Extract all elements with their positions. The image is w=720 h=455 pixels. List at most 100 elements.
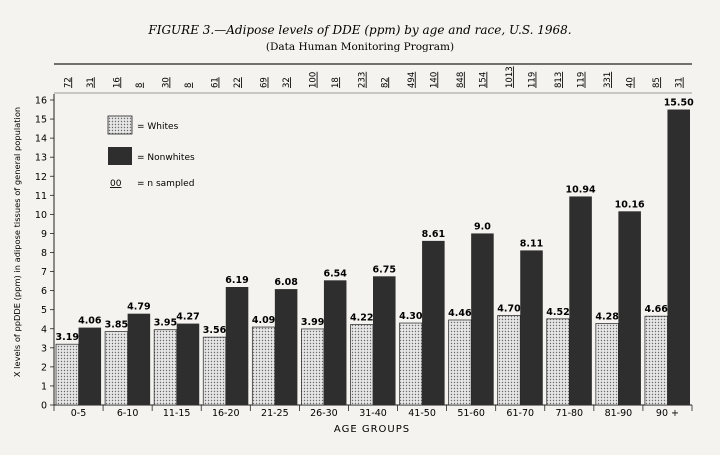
y-tick-label: 12 (35, 172, 47, 183)
data-label-whites: 3.19 (56, 332, 79, 343)
y-tick-label: 0 (41, 401, 47, 412)
y-tick-label: 6 (41, 286, 47, 297)
y-tick-label: 5 (41, 305, 47, 316)
bar-whites (251, 326, 276, 406)
y-tick-label: 11 (35, 191, 47, 202)
x-tick-label: 71-80 (556, 408, 584, 419)
bar-whites (350, 324, 374, 406)
y-tick-label: 8 (41, 248, 47, 259)
bar-nonwhites (471, 233, 494, 405)
legend-label-whites: = Whites (137, 122, 179, 132)
y-tick-label: 1 (41, 381, 47, 392)
data-label-nonwhites: 6.19 (225, 275, 248, 286)
bar-whites (497, 315, 521, 406)
data-label-nonwhites: 6.54 (323, 268, 347, 279)
n-sampled-whites: 331 (603, 72, 613, 88)
n-sampled-whites: 72 (63, 77, 73, 88)
x-tick-label: 81-90 (605, 408, 633, 419)
y-tick-label: 4 (41, 324, 47, 335)
x-tick-label: 11-15 (163, 408, 191, 419)
data-label-nonwhites: 15.50 (664, 98, 694, 109)
y-tick-label: 14 (35, 134, 47, 145)
chart-title: FIGURE 3.—Adipose levels of DDE (ppm) by… (147, 23, 571, 37)
legend-label-nonwhites: = Nonwhites (137, 153, 195, 163)
y-tick-label: 10 (35, 210, 47, 221)
bar-nonwhites (520, 250, 543, 405)
data-label-nonwhites: 4.06 (78, 316, 102, 327)
data-label-nonwhites: 4.79 (127, 302, 150, 313)
bar-whites (104, 331, 128, 406)
bar-nonwhites (274, 289, 298, 405)
data-label-nonwhites: 6.08 (274, 277, 298, 288)
y-tick-label: 16 (35, 96, 47, 107)
bar-whites (546, 318, 570, 406)
data-label-nonwhites: 4.27 (176, 312, 199, 323)
data-label-whites: 4.22 (350, 313, 373, 324)
n-sampled-whites: 16 (112, 77, 122, 88)
y-axis-title: X levels of ppDDE (ppm) in adipose tissu… (12, 107, 22, 377)
x-tick-label: 41-50 (408, 408, 436, 419)
data-label-nonwhites: 8.61 (422, 229, 445, 240)
n-sampled-nonwhites: 154 (478, 72, 488, 88)
data-label-nonwhites: 10.16 (615, 199, 645, 210)
n-sampled-whites: 494 (407, 72, 417, 88)
data-label-whites: 4.66 (644, 304, 668, 315)
legend-label-n-sampled: = n sampled (137, 179, 194, 189)
n-sampled-nonwhites: 119 (577, 72, 587, 88)
n-sampled-whites: 1013 (505, 66, 515, 88)
bar-whites (644, 315, 668, 406)
bar-whites (301, 328, 325, 406)
n-sampled-whites: 233 (358, 72, 368, 88)
data-label-nonwhites: 10.94 (566, 184, 596, 195)
y-tick-label: 7 (41, 267, 47, 278)
data-label-whites: 4.70 (497, 303, 521, 314)
bar-whites (55, 343, 79, 406)
legend-swatch-nonwhites (108, 147, 132, 165)
x-tick-label: 6-10 (117, 408, 139, 419)
n-sampled-nonwhites: 8 (184, 83, 194, 88)
data-label-nonwhites: 6.75 (373, 264, 396, 275)
n-sampled-whites: 69 (260, 77, 270, 88)
data-label-whites: 4.28 (595, 311, 619, 322)
bar-nonwhites (569, 196, 592, 405)
n-sampled-nonwhites: 31 (675, 77, 685, 88)
n-sampled-whites: 813 (554, 72, 564, 88)
y-tick-label: 9 (41, 229, 47, 240)
n-sampled-nonwhites: 32 (282, 77, 292, 88)
n-sampled-nonwhites: 22 (233, 77, 243, 88)
x-tick-label: 90 + (656, 408, 679, 419)
x-tick-label: 51-60 (457, 408, 485, 419)
bar-nonwhites (667, 109, 690, 405)
n-sampled-nonwhites: 119 (528, 72, 538, 88)
bar-whites (595, 323, 619, 406)
data-label-nonwhites: 8.11 (520, 238, 543, 249)
bar-whites (399, 322, 423, 406)
bar-nonwhites (176, 323, 200, 405)
n-sampled-whites: 848 (456, 72, 466, 88)
legend-swatch-whites (107, 115, 133, 135)
bar-whites (153, 329, 178, 406)
x-tick-label: 31-40 (359, 408, 387, 419)
data-label-whites: 4.52 (546, 307, 569, 318)
x-tick-label: 0-5 (71, 408, 87, 419)
bar-nonwhites (373, 276, 396, 405)
bar-nonwhites (78, 327, 102, 405)
chart-subtitle: (Data Human Monitoring Program) (266, 41, 454, 53)
n-sampled-whites: 61 (211, 77, 221, 88)
bar-nonwhites (225, 287, 249, 405)
data-label-whites: 3.56 (203, 325, 227, 336)
y-tick-label: 2 (41, 362, 47, 373)
data-label-whites: 3.95 (154, 318, 177, 329)
y-tick-label: 3 (41, 343, 47, 354)
n-sampled-nonwhites: 31 (86, 77, 96, 88)
n-sampled-nonwhites: 82 (380, 77, 390, 88)
bar-whites (202, 336, 227, 406)
x-tick-label: 21-25 (261, 408, 289, 419)
bar-whites (448, 319, 472, 406)
x-tick-label: 16-20 (212, 408, 240, 419)
bar-nonwhites (127, 313, 151, 405)
legend-n-symbol: 00 (110, 179, 122, 189)
